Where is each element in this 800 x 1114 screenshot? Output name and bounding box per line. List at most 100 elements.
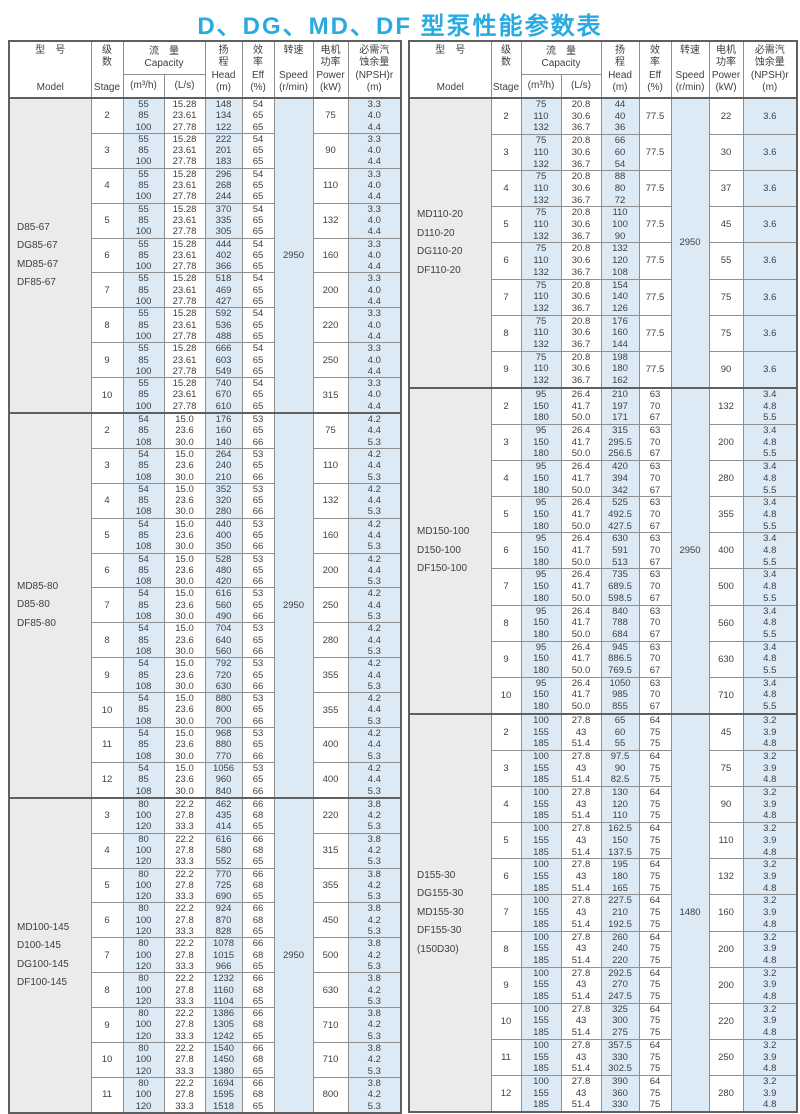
flow-m3h-value: 100 (135, 226, 152, 238)
flow-m3h-value: 100 (135, 261, 152, 273)
eff-cell: 64 75 75 (638, 858, 672, 896)
eff-value: 54 (252, 99, 264, 110)
head-value: 315 (612, 424, 628, 436)
flow-m3h-value: 75 (535, 135, 547, 147)
stage-cell: 10 (490, 1002, 522, 1040)
head-value: 165 (612, 882, 628, 894)
capacity-m3h-cell: 100 155 185 (520, 822, 562, 860)
flow-ls-value: 36.7 (571, 375, 591, 387)
eff-value: 64 (649, 895, 661, 907)
head-cell: 1056 960 840 (204, 761, 243, 799)
head-value: 176 (215, 414, 232, 426)
eff-value: 65 (252, 400, 264, 412)
capacity-ls-cell: 15.28 23.61 27.78 (163, 96, 206, 134)
npsh-value: 4.4 (367, 425, 381, 437)
capacity-ls-cell: 22.2 27.8 33.3 (163, 972, 206, 1009)
capacity-m3h-cell: 75 110 132 (520, 170, 562, 208)
head-value: 770 (215, 750, 232, 762)
model-cell: MD85-80 D85-80 DF85-80 (8, 412, 92, 799)
stage-cell: 2 (490, 97, 522, 136)
table-row: 6 100 155 185 27.8 43 51.4 195 180 165 64 75 75 132 3.… (409, 858, 798, 896)
eff-value: 65 (252, 226, 264, 238)
capacity-m3h-cell: 100 155 185 (520, 894, 562, 932)
head-value: 769.5 (608, 665, 632, 677)
npsh-cell: 3.4 4.8 5.5 (742, 460, 798, 498)
eff-value: 53 (252, 448, 264, 460)
flow-ls-value: 27.8 (571, 787, 591, 799)
flow-ls-value: 51.4 (571, 846, 591, 858)
capacity-m3h-cell: 95 150 180 (520, 640, 562, 678)
head-cell: 518 469 427 (204, 272, 243, 309)
npsh-value: 4.8 (763, 508, 777, 520)
eff-cell: 53 65 66 (241, 587, 275, 624)
head-value: 1015 (212, 949, 235, 961)
npsh-cell: 3.3 4.0 4.4 (347, 96, 402, 134)
eff-value: 63 (649, 424, 661, 436)
power-cell: 110 (312, 447, 349, 484)
head-cell: 65 60 55 (600, 712, 640, 751)
col-header-stage: 级 数 Stage (490, 40, 522, 99)
eff-value: 65 (252, 249, 264, 261)
head-cell: 97.5 90 82.5 (600, 749, 640, 788)
head-value: 108 (612, 266, 628, 278)
capacity-m3h-cell: 100 155 185 (520, 930, 562, 968)
npsh-value: 4.8 (763, 1027, 777, 1039)
npsh-value: 3.4 (763, 677, 777, 689)
npsh-cell: 3.4 4.8 5.5 (742, 386, 798, 425)
capacity-ls-cell: 15.28 23.61 27.78 (163, 132, 206, 169)
flow-m3h-value: 85 (138, 739, 149, 751)
eff-value: 67 (649, 592, 661, 604)
npsh-value: 5.3 (367, 436, 381, 448)
flow-m3h-value: 75 (535, 171, 547, 183)
eff-value: 63 (649, 569, 661, 581)
flow-ls-value: 50.0 (571, 665, 591, 677)
model-name: DG85-67 (17, 240, 58, 252)
flow-ls-value: 27.8 (571, 859, 591, 871)
flow-ls-value: 15.0 (175, 553, 194, 565)
flow-ls-value: 23.6 (175, 529, 194, 541)
power-cell: 200 (312, 552, 349, 589)
stage-cell: 4 (90, 482, 124, 519)
eff-cell: 64 75 75 (638, 930, 672, 968)
flow-ls-value: 43 (575, 871, 587, 882)
eff-value: 66 (252, 973, 264, 985)
npsh-cell: 4.2 4.4 5.3 (347, 412, 402, 449)
head-value: 616 (215, 833, 232, 845)
eff-value: 65 (252, 110, 264, 122)
flow-m3h-value: 150 (533, 472, 549, 484)
head-value: 100 (612, 219, 628, 231)
head-value: 295.5 (608, 436, 632, 448)
table-row: 3 75 110 132 20.8 30.6 36.7 66 60 54 77.5 30 3.6 (409, 134, 798, 172)
eff-value: 75 (649, 979, 661, 991)
capacity-m3h-cell: 80 100 120 (122, 1042, 165, 1078)
col-header-stage-zh1: 级 (501, 45, 511, 56)
flow-ls-value: 15.28 (172, 168, 197, 180)
npsh-value: 3.4 (763, 641, 777, 653)
flow-ls-value: 23.61 (172, 249, 197, 261)
eff-cell: 66 68 65 (241, 1076, 275, 1114)
stage-cell: 3 (490, 134, 522, 172)
flow-m3h-value: 108 (135, 645, 152, 657)
eff-cell: 64 75 75 (638, 1002, 672, 1040)
npsh-value: 4.0 (367, 110, 381, 122)
head-cell: 227.5 210 192.5 (600, 894, 640, 932)
flow-m3h-value: 100 (135, 914, 152, 926)
flow-ls-value: 15.28 (172, 203, 197, 215)
capacity-ls-cell: 22.2 27.8 33.3 (163, 832, 206, 869)
power-cell: 355 (312, 867, 349, 904)
flow-ls-value: 30.0 (175, 576, 194, 588)
flow-ls-value: 50.0 (571, 701, 591, 713)
stage-cell: 2 (490, 386, 522, 425)
head-cell: 630 591 513 (600, 532, 640, 570)
head-value: 684 (612, 628, 628, 640)
eff-cell: 54 65 65 (241, 307, 275, 344)
table-row: 6 75 110 132 20.8 30.6 36.7 132 120 108 77.5 55 3.6 (409, 242, 798, 280)
table-row: 8 75 110 132 20.8 30.6 36.7 176 160 144 77.5 75 3.6 (409, 314, 798, 352)
head-value: 110 (612, 810, 628, 822)
head-value: 148 (215, 99, 232, 110)
flow-m3h-value: 54 (138, 414, 149, 426)
capacity-ls-cell: 20.8 30.6 36.7 (560, 350, 602, 389)
eff-value: 65 (252, 891, 264, 903)
stage-cell: 8 (490, 930, 522, 968)
npsh-value: 4.8 (763, 653, 777, 665)
